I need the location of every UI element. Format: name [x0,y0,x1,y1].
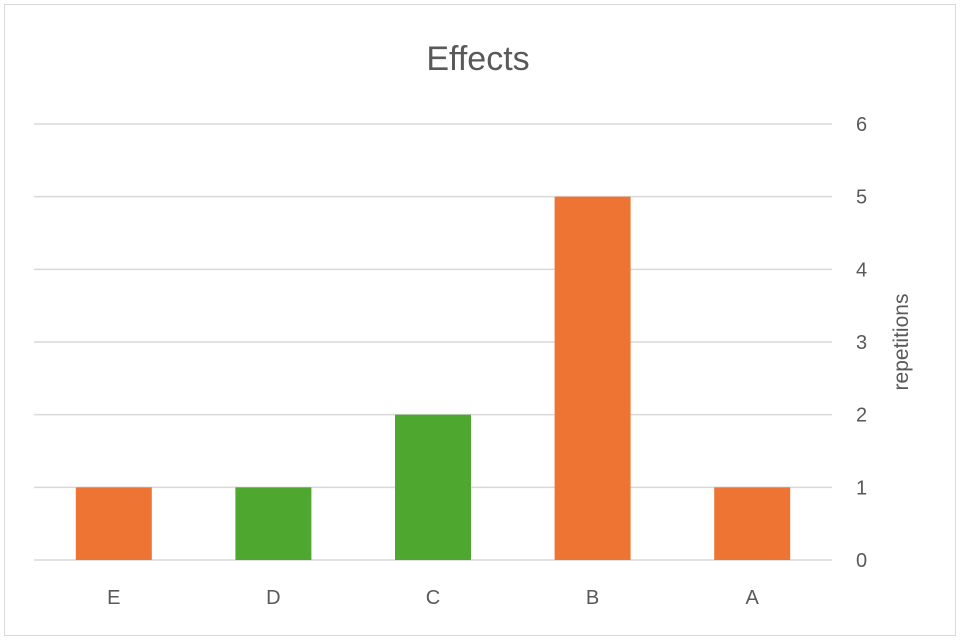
bar-D [235,487,312,560]
chart-frame [4,4,956,636]
y-axis-ticks: 0 1 2 3 4 5 6 [856,114,867,572]
y-tick-label: 0 [856,550,867,572]
gridlines [34,123,832,561]
x-tick-label: D [266,587,280,609]
y-tick-label: 3 [856,332,867,354]
y-tick-label: 6 [856,114,867,136]
bar-A [714,487,791,560]
y-axis-label: repetitions [890,294,913,391]
y-tick-label: 1 [856,477,867,499]
chart-title: Effects [426,40,529,78]
y-tick-label: 2 [856,405,867,427]
x-tick-label: E [107,587,120,609]
y-tick-label: 5 [856,187,867,209]
bar-C [395,414,471,560]
bars [75,196,791,560]
x-tick-label: B [586,587,599,609]
bar-B [554,196,631,560]
x-tick-label: A [746,587,760,609]
x-tick-label: C [426,587,440,609]
bar-E [75,487,152,560]
y-tick-label: 4 [856,259,867,281]
